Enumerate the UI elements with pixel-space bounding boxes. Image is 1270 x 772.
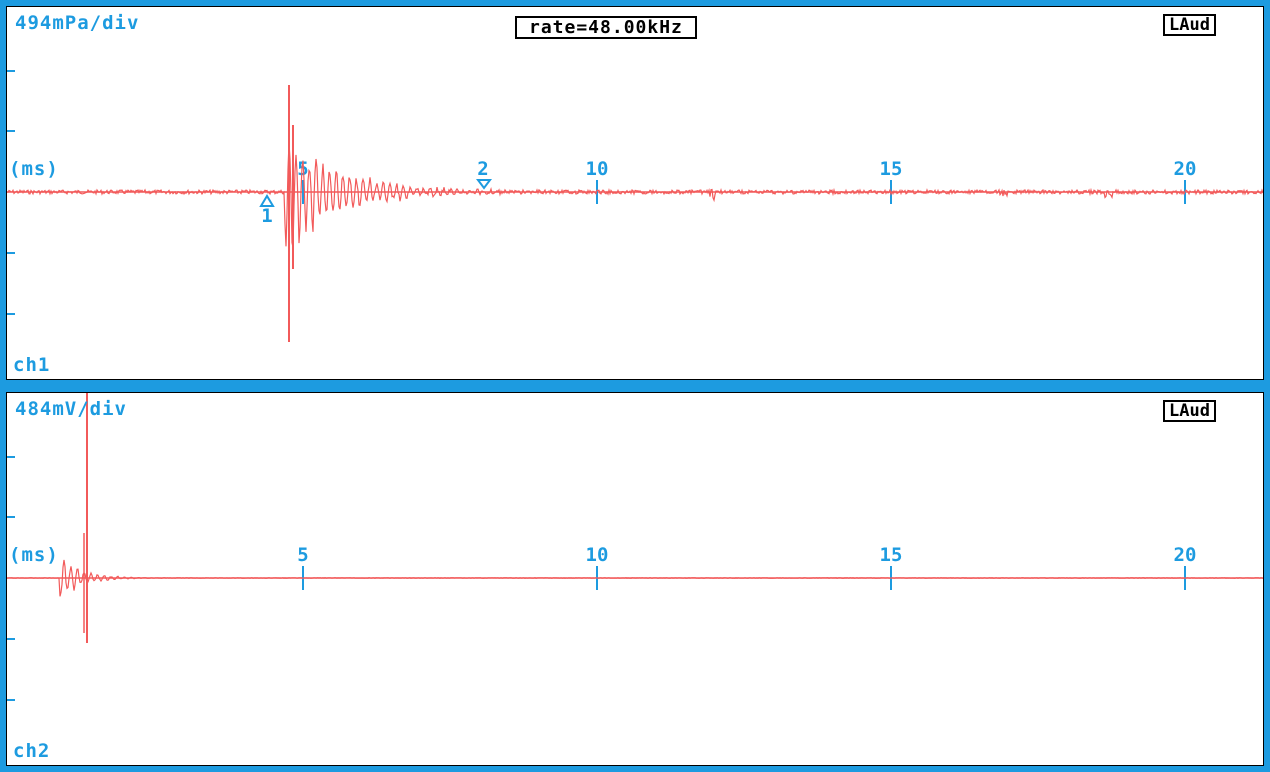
ch1-time-tick-label: 20: [1174, 158, 1197, 180]
channel-2-panel: 5 10 15 20 484mV/div LAud (ms) ch2: [0, 386, 1270, 772]
ch2-time-tick-label: 20: [1174, 544, 1197, 566]
ch2-channel-label: ch2: [13, 740, 51, 762]
cursor-1-label: 1: [261, 205, 272, 227]
sample-rate-label: rate=48.00kHz: [515, 16, 697, 39]
ch1-trace: [7, 142, 1263, 248]
ch2-trace: [7, 559, 1263, 597]
ch1-time-tick-label: 15: [880, 158, 903, 180]
cursor-1-marker[interactable]: [259, 194, 275, 207]
ch2-time-tick-label: 15: [880, 544, 903, 566]
channel-2-waveform-plot[interactable]: 5 10 15 20: [7, 393, 1263, 765]
channel-1-plot-area[interactable]: 5 10 15 20 1 2 494mPa/div rate=48.00kHz LAud …: [6, 6, 1264, 380]
ch1-mode-badge[interactable]: LAud: [1163, 14, 1216, 36]
ch1-units-label: (ms): [9, 158, 59, 180]
ch1-time-tick-label: 10: [586, 158, 609, 180]
ch2-units-label: (ms): [9, 544, 59, 566]
ch2-mode-badge[interactable]: LAud: [1163, 400, 1216, 422]
ch2-time-tick-label: 10: [586, 544, 609, 566]
cursor-2-label: 2: [477, 158, 488, 180]
ch1-channel-label: ch1: [13, 354, 51, 376]
cursor-2-marker[interactable]: [476, 179, 492, 190]
ch2-scale-label: 484mV/div: [15, 398, 127, 420]
channel-2-plot-area[interactable]: 5 10 15 20 484mV/div LAud (ms) ch2: [6, 392, 1264, 766]
channel-1-panel: 5 10 15 20 1 2 494mPa/div rate=48.00kHz LAud …: [0, 0, 1270, 386]
ch2-time-tick-label: 5: [297, 544, 308, 566]
ch1-scale-label: 494mPa/div: [15, 12, 140, 34]
